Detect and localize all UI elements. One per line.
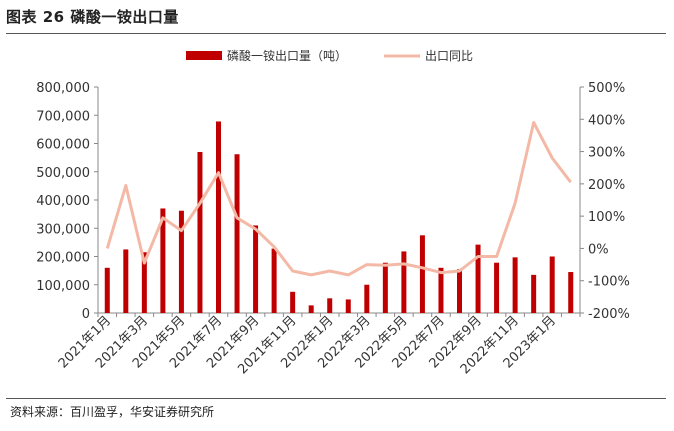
left-tick-label: 300,000 [36, 222, 90, 237]
bar [494, 262, 500, 313]
bar [531, 274, 537, 313]
legend-line-label: 出口同比 [425, 49, 473, 63]
left-tick-label: 100,000 [36, 279, 90, 294]
left-tick-label: 700,000 [36, 109, 90, 124]
bar [290, 291, 296, 313]
left-axis-ticks: 0 100,000 200,000 300,000 400,000 500,000 600,… [36, 81, 98, 322]
bar [568, 272, 574, 313]
bar [216, 121, 221, 313]
right-tick-label: 500% [588, 81, 625, 96]
bar [457, 269, 462, 313]
bar [178, 210, 184, 313]
right-tick-label: -200% [588, 307, 630, 322]
bar [364, 284, 370, 313]
title-rule [6, 33, 666, 34]
bar-series [104, 121, 574, 313]
figure-title: 图表 26 磷酸一铵出口量 [6, 8, 179, 26]
left-tick-label: 500,000 [36, 166, 90, 181]
source-note: 资料来源：百川盈孚，华安证券研究所 [10, 405, 215, 419]
bar [104, 267, 110, 313]
right-tick-label: 400% [588, 113, 625, 128]
bar [549, 256, 555, 313]
bar [253, 225, 259, 313]
bar [327, 298, 333, 313]
bar [123, 249, 129, 313]
bar [271, 248, 277, 313]
right-tick-label: 300% [588, 146, 625, 161]
bar [234, 154, 240, 313]
source-rule [6, 398, 666, 399]
bar [197, 151, 203, 313]
bar [438, 267, 444, 313]
bar [512, 257, 518, 313]
line-series [105, 121, 572, 277]
bar [401, 251, 407, 313]
right-tick-label: 200% [588, 178, 625, 193]
right-tick-label: -100% [588, 275, 630, 290]
left-tick-label: 200,000 [36, 251, 90, 266]
left-tick-label: 400,000 [36, 194, 90, 209]
bar [160, 208, 166, 313]
legend-bar-label: 磷酸一铵出口量（吨） [227, 48, 347, 63]
bar [382, 262, 388, 313]
right-tick-label: 100% [588, 210, 625, 225]
x-axis-ticks: 2021年1月2021年3月2021年5月2021年7月2021年9月2021年… [56, 313, 581, 377]
right-axis-ticks: -200% -100% 0% 100% 200% 300% 400% 500% [580, 81, 630, 322]
left-tick-label: 600,000 [36, 138, 90, 153]
yoy-line [105, 121, 572, 277]
bar [308, 305, 314, 313]
bar [345, 299, 351, 313]
axes [97, 87, 581, 314]
right-tick-label: 0% [588, 242, 609, 257]
bar [141, 252, 147, 313]
chart: 磷酸一铵出口量（吨） 出口同比 0 100,000 200,000 300,000 40… [36, 48, 630, 377]
bar [475, 244, 481, 313]
legend-bar-swatch [186, 51, 222, 60]
left-tick-label: 0 [82, 307, 90, 322]
legend: 磷酸一铵出口量（吨） 出口同比 [186, 48, 473, 63]
bar [419, 235, 425, 313]
left-tick-label: 800,000 [36, 81, 90, 96]
